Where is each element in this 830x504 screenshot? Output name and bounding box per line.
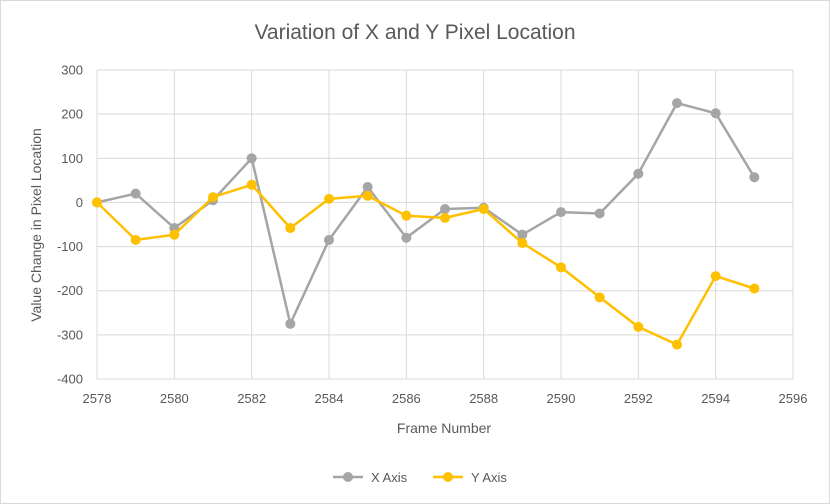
x-axis-data-point	[246, 153, 257, 164]
x-axis-data-point	[517, 229, 528, 240]
y-tick-label: 300	[61, 63, 83, 78]
y-axis-data-point	[749, 283, 760, 294]
y-axis-series-line	[96, 183, 755, 346]
x-tick-label: 2596	[779, 391, 808, 406]
y-tick-label: 100	[61, 151, 83, 166]
y-tick-label: 200	[61, 107, 83, 122]
y-tick-label: -100	[57, 239, 83, 254]
y-axis-legend-marker	[443, 472, 453, 482]
y-axis-data-point	[633, 321, 644, 332]
y-tick-label: -200	[57, 283, 83, 298]
y-axis-data-point	[517, 238, 528, 249]
x-tick-label: 2578	[83, 391, 112, 406]
y-axis-data-point	[401, 210, 412, 221]
x-tick-label: 2592	[624, 391, 653, 406]
x-tick-label: 2580	[160, 391, 189, 406]
x-axis-data-point	[401, 232, 412, 243]
y-tick-label: 0	[76, 195, 83, 210]
x-axis-title: Frame Number	[397, 420, 491, 436]
y-axis-data-point	[285, 223, 296, 234]
x-tick-label: 2584	[315, 391, 344, 406]
x-tick-labels: 2578 2580 2582 2584 2586 2588 2590 2592 2594 2596	[83, 391, 808, 406]
y-axis-data-point	[440, 212, 450, 223]
x-axis-data-point	[324, 234, 334, 245]
chart-title: Variation of X and Y Pixel Location	[254, 21, 575, 44]
x-axis-data-point	[749, 172, 760, 183]
y-axis-data-point	[478, 204, 489, 215]
y-axis-data-point	[92, 197, 102, 208]
y-tick-label: -400	[57, 372, 83, 387]
x-axis-data-point	[633, 168, 644, 179]
legend: X Axis Y Axis	[333, 470, 507, 485]
x-tick-label: 2588	[469, 391, 498, 406]
data-series	[92, 98, 760, 350]
x-tick-label: 2590	[547, 391, 576, 406]
y-axis-data-point	[672, 339, 682, 350]
x-axis-data-point	[556, 207, 566, 218]
x-axis-legend-marker	[343, 472, 353, 482]
x-axis-data-point	[594, 208, 605, 219]
y-axis-data-point	[208, 192, 218, 203]
y-axis-data-point	[246, 179, 257, 190]
y-tick-label: -300	[57, 327, 83, 342]
x-tick-label: 2594	[701, 391, 730, 406]
x-tick-label: 2582	[237, 391, 266, 406]
x-axis-data-point	[362, 181, 373, 192]
y-axis-data-point	[169, 229, 180, 240]
y-axis-data-point	[130, 234, 141, 245]
y-axis-data-point	[594, 292, 605, 303]
x-axis-data-point	[440, 204, 450, 215]
y-axis-data-point	[710, 271, 721, 282]
x-tick-label: 2586	[392, 391, 421, 406]
y-axis-data-point	[362, 190, 373, 201]
y-axis-legend-label: Y Axis	[471, 470, 507, 485]
x-axis-legend-label: X Axis	[371, 470, 408, 485]
y-axis-data-point	[556, 262, 566, 273]
gridlines	[96, 69, 794, 380]
x-axis-data-point	[130, 188, 141, 199]
y-axis-title: Value Change in Pixel Location	[28, 128, 44, 322]
y-tick-labels: 300 200 100 0 -100 -200 -300 -400	[57, 63, 83, 387]
x-axis-data-point	[672, 98, 682, 109]
x-axis-data-point	[710, 108, 721, 119]
y-axis-data-point	[324, 193, 334, 204]
x-axis-data-point	[285, 318, 296, 329]
